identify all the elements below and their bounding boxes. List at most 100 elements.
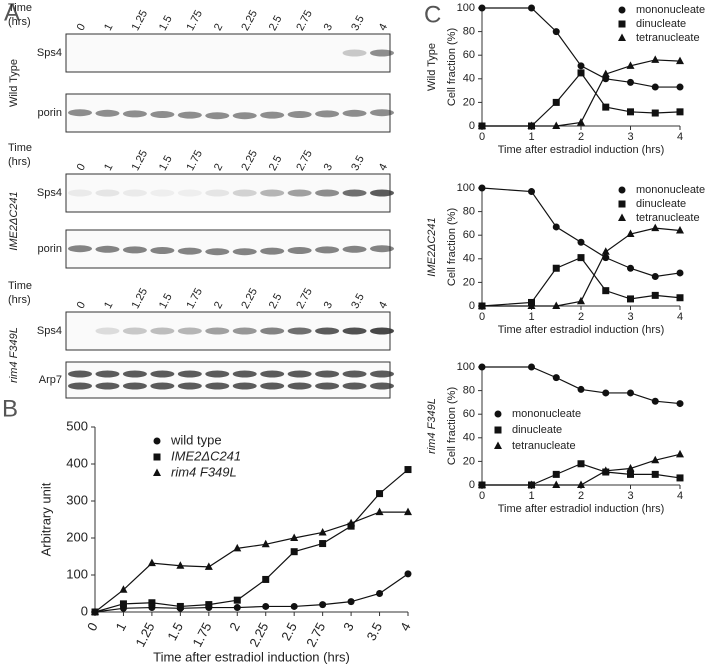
lane-label: 3 [322, 162, 335, 173]
marker [618, 20, 626, 28]
lane-label: 1.25 [130, 8, 151, 33]
legend-label: wild type [170, 432, 222, 447]
band [370, 189, 394, 197]
marker [577, 62, 585, 70]
band [232, 248, 257, 256]
marker [176, 602, 184, 610]
lane-label: 3 [322, 22, 335, 33]
x-tick-label: 2.25 [246, 620, 271, 649]
blot-frame [65, 361, 391, 399]
y-tick-label: 20 [463, 96, 475, 108]
marker [627, 78, 634, 86]
band [150, 327, 175, 335]
legend-label: tetranucleate [636, 212, 700, 224]
band [95, 189, 120, 197]
x-tick-label: 1.25 [132, 620, 157, 649]
y-tick-label: 60 [463, 49, 475, 61]
protein-label: Arp7 [39, 374, 62, 386]
lane-label: 2 [212, 22, 225, 33]
x-tick-label: 0 [84, 620, 101, 633]
marker [318, 527, 327, 536]
x-tick-label: 3 [627, 131, 633, 143]
band [232, 112, 257, 120]
x-tick-label: 3.5 [363, 620, 385, 643]
lane-label: 2.25 [239, 286, 260, 311]
lane-label: 1 [102, 22, 115, 33]
x-tick-label: 0 [479, 131, 485, 143]
marker [262, 602, 270, 610]
band [150, 189, 175, 197]
marker [478, 363, 486, 371]
marker [205, 601, 213, 609]
lane-label: 2.75 [294, 148, 315, 173]
marker [552, 28, 560, 36]
panel-label: A [4, 0, 20, 26]
marker [627, 295, 634, 303]
marker [627, 389, 634, 397]
time-label: (hrs) [8, 156, 31, 168]
series-line [481, 256, 681, 307]
band [232, 327, 257, 335]
y-tick-label: 500 [66, 418, 88, 433]
band [205, 370, 230, 378]
x-axis-label: Time after estradiol induction (hrs) [153, 649, 350, 664]
marker [577, 296, 585, 305]
band [122, 382, 147, 390]
time-label: (hrs) [8, 16, 31, 28]
band [232, 370, 257, 378]
strain-label: rim4 F349L [8, 327, 20, 383]
lane-label: 1 [102, 300, 115, 311]
lane-label: 1.5 [157, 14, 175, 33]
y-axis-label: Cell fraction (%) [446, 208, 458, 286]
band [95, 370, 120, 378]
marker [233, 596, 241, 604]
band [68, 370, 92, 378]
band [122, 246, 147, 254]
lane-label: 1.25 [130, 148, 151, 173]
legend-label: dinucleate [512, 424, 562, 436]
marker [176, 561, 185, 569]
marker [290, 533, 299, 541]
band [260, 370, 285, 378]
lane-label: 2.25 [239, 148, 260, 173]
band [95, 382, 120, 390]
marker [577, 117, 585, 126]
band [315, 246, 340, 254]
x-tick-label: 3 [340, 620, 357, 633]
y-tick-label: 20 [463, 455, 475, 467]
marker [148, 599, 156, 607]
lane-label: 1 [102, 162, 115, 173]
marker [602, 287, 610, 295]
marker [651, 83, 659, 91]
marker [676, 449, 684, 458]
y-tick-label: 40 [463, 253, 475, 265]
band [205, 382, 230, 390]
y-tick-label: 40 [463, 73, 475, 85]
marker [552, 301, 561, 309]
marker [602, 103, 610, 111]
marker [577, 385, 585, 393]
marker [651, 273, 659, 280]
y-tick-label: 60 [463, 408, 475, 420]
band [68, 245, 92, 253]
marker [618, 33, 626, 41]
band [370, 382, 394, 390]
band [342, 189, 367, 197]
band [177, 327, 202, 335]
band [287, 247, 312, 254]
marker [376, 490, 384, 498]
series-line [482, 463, 681, 486]
chart-title: IME2ΔC241 [426, 217, 438, 276]
marker [478, 301, 486, 309]
lane-label: 2 [212, 300, 225, 311]
x-tick-label: 2.5 [278, 620, 300, 643]
y-tick-label: 40 [463, 432, 475, 444]
x-tick-label: 1 [528, 131, 534, 143]
marker [552, 121, 561, 129]
band [68, 109, 92, 117]
band [342, 109, 367, 117]
y-axis-label: Cell fraction (%) [446, 28, 458, 106]
marker [119, 585, 128, 593]
y-tick-label: 300 [66, 492, 88, 507]
